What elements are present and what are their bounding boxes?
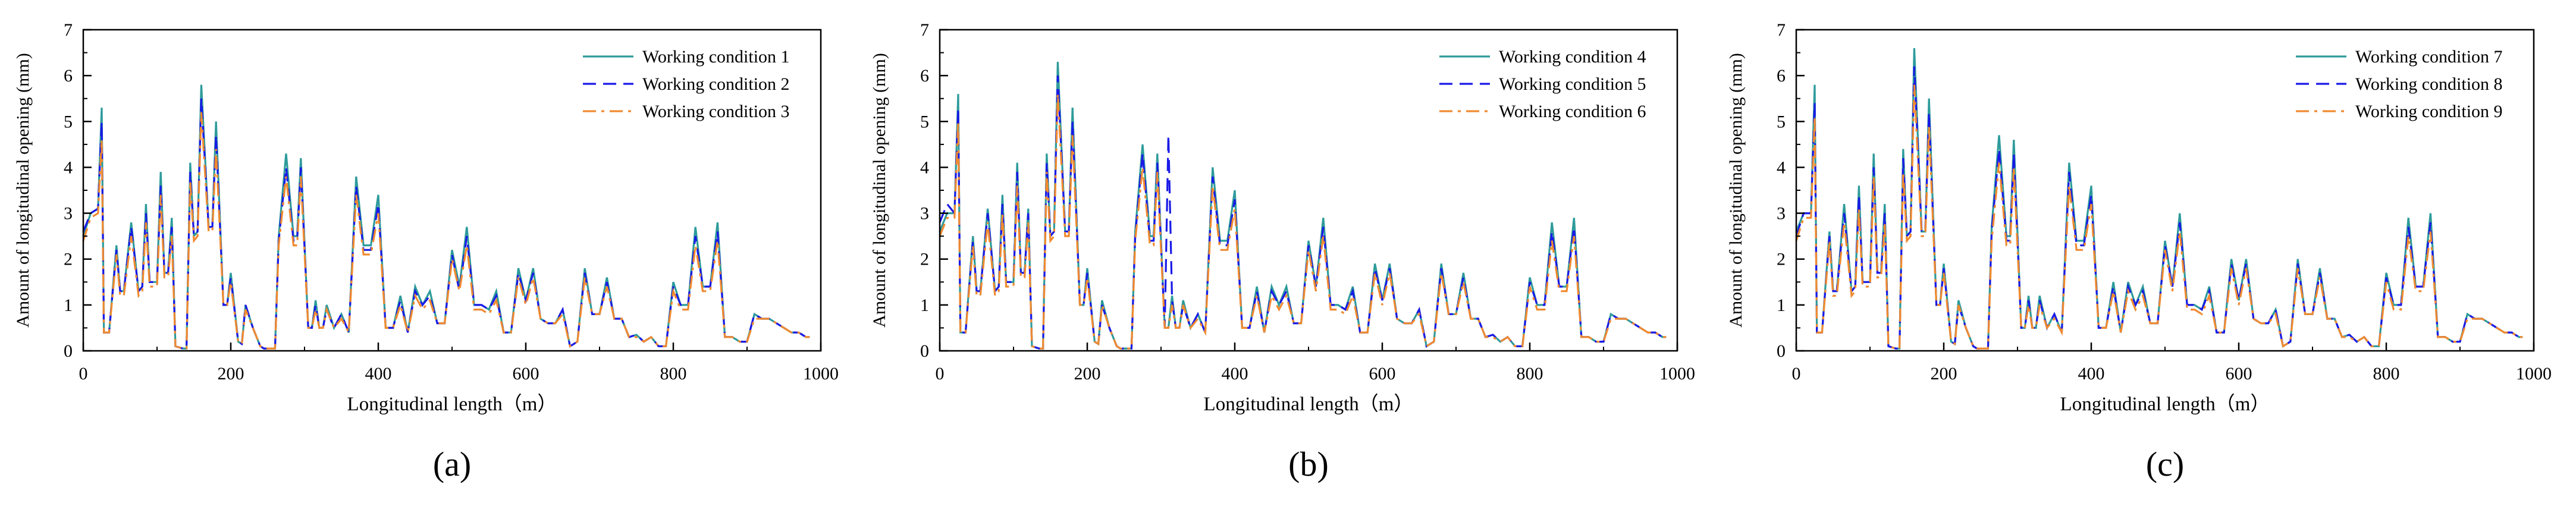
- y-tick-label: 2: [1777, 250, 1786, 269]
- legend-label-1: Working condition 4: [1499, 47, 1646, 67]
- series-line-3: [939, 93, 1667, 350]
- series-line-2: [939, 76, 1667, 350]
- y-tick-label: 0: [1777, 341, 1786, 361]
- x-tick-label: 600: [513, 364, 539, 384]
- y-axis-label: Amount of longitudinal opening (mm): [13, 53, 33, 328]
- y-tick-label: 7: [64, 20, 73, 40]
- legend-label-1: Working condition 7: [2355, 47, 2503, 67]
- x-tick-label: 400: [365, 364, 392, 384]
- y-tick-label: 0: [64, 341, 73, 361]
- legend-label-2: Working condition 8: [2355, 74, 2503, 94]
- panel-label: (b): [1288, 445, 1329, 483]
- y-tick-label: 0: [920, 341, 929, 361]
- legend-label-2: Working condition 2: [642, 74, 790, 94]
- y-tick-label: 4: [64, 158, 73, 177]
- y-tick-label: 2: [920, 250, 929, 269]
- chart-c: 0 200 400 600 800 1000 0 1 2 3 4 5 6 7 Longitudinal le…: [1726, 20, 2552, 483]
- legend-label-3: Working condition 3: [642, 102, 790, 121]
- y-tick-label: 6: [920, 66, 929, 86]
- panel-label: (c): [2146, 445, 2184, 483]
- x-tick-label: 400: [2078, 364, 2105, 384]
- y-tick-label: 3: [64, 204, 73, 224]
- y-tick-label: 3: [920, 204, 929, 224]
- x-tick-label: 0: [936, 364, 945, 384]
- y-tick-label: 4: [1777, 158, 1786, 177]
- y-tick-label: 6: [64, 66, 73, 86]
- x-tick-label: 1000: [803, 364, 839, 384]
- chart-b: 0 200 400 600 800 1000 0 1 2 3 4 5 6 7 Longitudinal le…: [870, 20, 1695, 483]
- legend-label-3: Working condition 6: [1499, 102, 1646, 121]
- y-tick-label: 6: [1777, 66, 1786, 86]
- legend-label-2: Working condition 5: [1499, 74, 1646, 94]
- y-tick-label: 5: [1777, 112, 1786, 131]
- series-line-3: [82, 112, 810, 350]
- chart-panel-a: 0 200 400 600 800 1000 0 1 2 3 4 5 6 7 Longitudinal le…: [0, 0, 856, 509]
- y-tick-label: 5: [920, 112, 929, 131]
- x-tick-label: 1000: [1659, 364, 1695, 384]
- chart-panel-c: 0 200 400 600 800 1000 0 1 2 3 4 5 6 7 Longitudinal le…: [1713, 0, 2569, 509]
- y-tick-label: 1: [1777, 296, 1786, 315]
- y-tick-label: 5: [64, 112, 73, 131]
- x-tick-label: 200: [218, 364, 244, 384]
- legend-label-1: Working condition 1: [642, 47, 790, 67]
- y-tick-label: 1: [64, 296, 73, 315]
- y-axis-label: Amount of longitudinal opening (mm): [1726, 53, 1746, 328]
- y-tick-label: 7: [920, 20, 929, 40]
- panel-label: (a): [433, 445, 471, 483]
- x-axis-label: Longitudinal length（m）: [347, 394, 557, 415]
- y-tick-label: 2: [64, 250, 73, 269]
- y-tick-label: 1: [920, 296, 929, 315]
- x-tick-label: 0: [1792, 364, 1801, 384]
- x-tick-label: 0: [79, 364, 88, 384]
- x-tick-label: 600: [2226, 364, 2252, 384]
- y-tick-label: 4: [920, 158, 929, 177]
- y-tick-label: 7: [1777, 20, 1786, 40]
- chart-panel-b: 0 200 400 600 800 1000 0 1 2 3 4 5 6 7 Longitudinal le…: [856, 0, 1713, 509]
- legend-label-3: Working condition 9: [2355, 102, 2503, 121]
- x-axis-label: Longitudinal length（m）: [2060, 394, 2270, 415]
- x-tick-label: 200: [1074, 364, 1101, 384]
- chart-a: 0 200 400 600 800 1000 0 1 2 3 4 5 6 7 Longitudinal le…: [13, 20, 839, 483]
- x-tick-label: 400: [1222, 364, 1248, 384]
- y-tick-label: 3: [1777, 204, 1786, 224]
- series-line-3: [1795, 84, 2523, 350]
- x-tick-label: 800: [2373, 364, 2400, 384]
- x-tick-label: 800: [1517, 364, 1543, 384]
- x-tick-label: 1000: [2516, 364, 2552, 384]
- x-tick-label: 800: [660, 364, 687, 384]
- x-tick-label: 600: [1369, 364, 1396, 384]
- x-tick-label: 200: [1931, 364, 1957, 384]
- x-axis-label: Longitudinal length（m）: [1204, 394, 1414, 415]
- y-axis-label: Amount of longitudinal opening (mm): [870, 53, 889, 328]
